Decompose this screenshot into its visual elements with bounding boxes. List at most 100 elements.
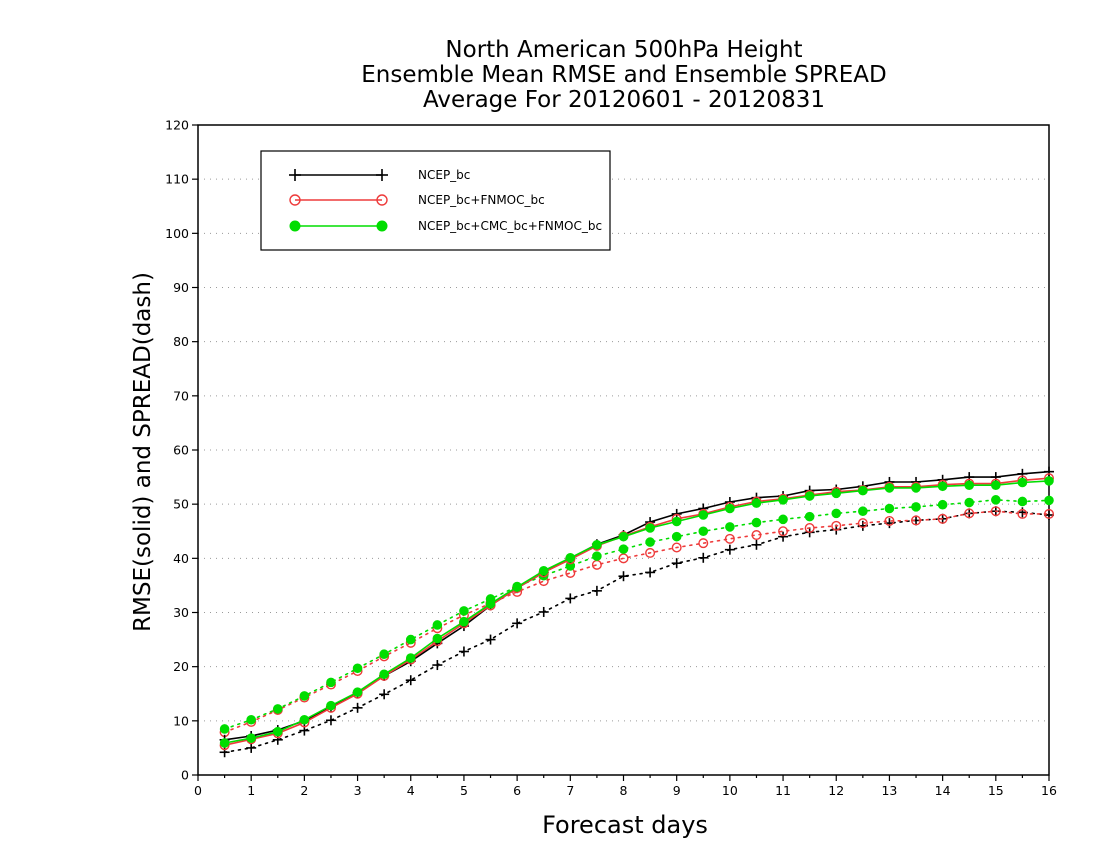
rmse-point <box>432 633 443 644</box>
rmse-point <box>1044 476 1054 486</box>
rmse-point <box>645 523 655 533</box>
spread-point <box>964 508 975 519</box>
spread-point <box>858 506 868 517</box>
spread-point <box>618 544 629 554</box>
spread-point <box>618 553 629 564</box>
legend-marker <box>376 220 388 232</box>
spread-point <box>565 593 576 604</box>
spread-point <box>991 495 1001 505</box>
legend-marker <box>289 220 301 232</box>
y-tick-label: 120 <box>165 118 189 133</box>
x-tick-label: 6 <box>513 783 521 798</box>
y-tick-label: 10 <box>173 713 189 728</box>
spread-point <box>219 724 230 734</box>
rmse-point <box>459 616 469 627</box>
spread-point <box>432 620 443 630</box>
rmse-line <box>224 477 1050 746</box>
rmse-point <box>272 726 283 737</box>
spread-point <box>246 714 256 725</box>
spread-point <box>352 663 363 674</box>
y-tick-label: 50 <box>173 497 189 512</box>
spread-point <box>432 660 443 671</box>
spread-point <box>299 691 310 701</box>
spread-line <box>223 510 1050 754</box>
x-tick-label: 12 <box>828 783 844 798</box>
spread-point <box>379 649 389 660</box>
rmse-point <box>964 480 975 491</box>
rmse-line <box>224 480 1050 744</box>
legend-item: NCEP_bc <box>289 168 470 182</box>
spread-point <box>990 506 1001 517</box>
rmse-point <box>911 483 921 493</box>
spread-point <box>352 702 363 713</box>
spread-point <box>725 522 735 532</box>
spread-point <box>724 544 735 555</box>
spread-point <box>538 606 549 617</box>
spread-point <box>671 531 682 542</box>
chart-title-line-3: Average For 20120601 - 20120831 <box>422 87 826 113</box>
spread-point <box>698 526 709 537</box>
rmse-point <box>326 700 336 711</box>
spread-point <box>246 742 257 753</box>
spread-point <box>751 530 762 541</box>
spread-point <box>272 704 283 714</box>
x-tick-label: 3 <box>354 783 362 798</box>
spread-point <box>645 547 656 558</box>
x-tick-label: 13 <box>881 783 897 798</box>
y-tick-label: 100 <box>165 226 189 241</box>
rmse-point <box>778 495 788 505</box>
y-tick-label: 110 <box>165 172 189 187</box>
spread-point <box>671 558 682 569</box>
spread-point <box>911 502 921 512</box>
legend-label: NCEP_bc <box>418 168 470 182</box>
spread-point <box>804 523 815 534</box>
spread-point <box>591 585 602 596</box>
spread-point <box>778 514 788 525</box>
spread-point <box>857 518 868 529</box>
series-rmse-1 <box>219 473 1054 751</box>
rmse-point <box>592 539 602 550</box>
spread-point <box>937 499 948 510</box>
legend-item: NCEP_bc+CMC_bc+FNMOC_bc <box>289 219 602 233</box>
x-tick-label: 4 <box>407 783 415 798</box>
spread-point <box>591 559 602 570</box>
spread-point <box>512 618 523 629</box>
spread-point <box>458 646 469 657</box>
spread-point <box>379 689 390 700</box>
rmse-point <box>725 503 735 514</box>
spread-point <box>618 571 629 582</box>
y-tick-label: 20 <box>173 659 189 674</box>
rmse-point <box>565 552 576 563</box>
series-spread-1 <box>219 506 1054 738</box>
x-tick-label: 1 <box>247 783 255 798</box>
spread-point <box>724 533 735 544</box>
spread-point <box>751 539 762 550</box>
spread-point <box>698 538 709 549</box>
chart-title-line-2: Ensemble Mean RMSE and Ensemble SPREAD <box>361 62 887 88</box>
legend-label: NCEP_bc+FNMOC_bc <box>418 193 545 207</box>
rmse-point <box>512 582 522 592</box>
spread-point <box>592 551 602 561</box>
y-tick-label: 30 <box>173 605 189 620</box>
x-tick-label: 5 <box>460 783 468 798</box>
x-tick-label: 14 <box>935 783 951 798</box>
spread-point <box>937 513 948 524</box>
series-rmse-2 <box>219 476 1054 748</box>
chart-title-line-1: North American 500hPa Height <box>445 37 803 63</box>
spread-point <box>698 552 709 563</box>
rmse-point <box>751 498 762 508</box>
rmse-point <box>379 669 389 680</box>
y-tick-label: 90 <box>173 280 189 295</box>
spread-point <box>1017 508 1028 519</box>
y-tick-label: 0 <box>181 768 189 783</box>
x-axis-label: Forecast days <box>542 811 708 839</box>
spread-point <box>804 511 815 522</box>
rmse-point <box>671 516 682 527</box>
y-tick-label: 80 <box>173 334 189 349</box>
spread-point <box>459 606 469 616</box>
rmse-point <box>538 565 549 576</box>
spread-point <box>1043 508 1054 519</box>
rmse-point <box>1017 477 1028 488</box>
